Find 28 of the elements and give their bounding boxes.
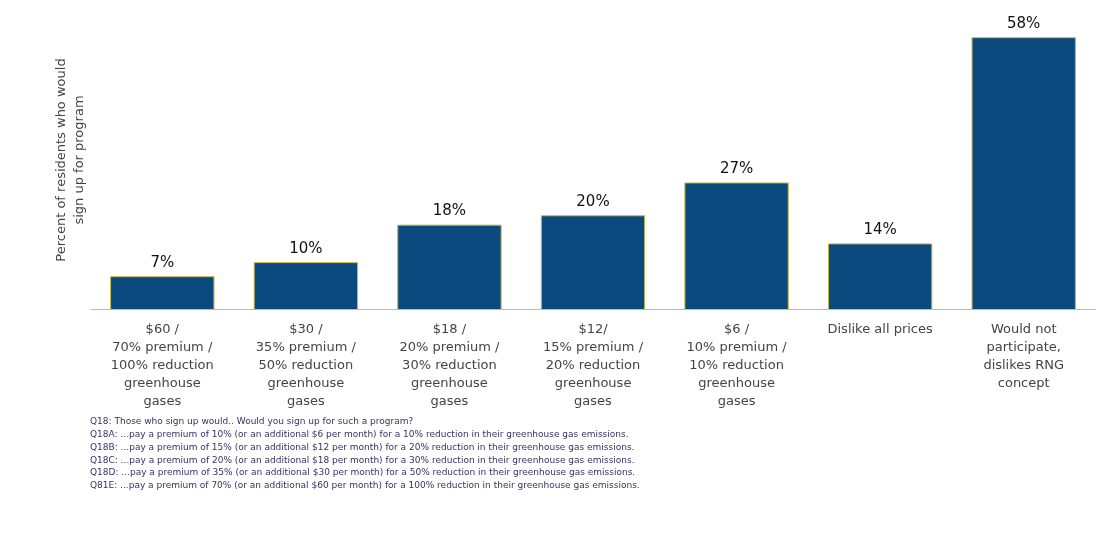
data-label: 7% [150,252,175,271]
data-label: 14% [863,219,897,238]
x-tick-label: Would not participate, dislikes RNG concept [983,320,1065,390]
data-label: 18% [432,201,467,220]
text: Q18: Those who sign up would.. Would you sign up for such a program? [90,416,414,426]
text: Q18D: ...pay a premium of 35% (or an additional $30 per month) for a 50% reduction in their greenhouse gas emissions. [90,467,636,478]
x-tick-label: $6 / 10% premium / 10% reduction greenhouse gases [686,320,788,408]
bar [397,224,502,310]
bar [684,182,789,310]
bar [971,37,1076,310]
y-axis-title: Percent of residents who would sign up for program [52,58,86,262]
bar [110,276,215,310]
text: Q18A: ...pay a premium of 10% (or an additional $6 per month) for a 10% reduction in their greenhouse gas emissions. [90,428,629,439]
x-tick-label: $60 / 70% premium / 100% reduction greenhouse gases [110,320,214,408]
bar [253,262,359,310]
data-label: 27% [719,158,754,177]
data-label: 10% [289,238,323,257]
bar [540,215,646,310]
text: Q18B: ...pay a premium of 15% (or an additional $12 per month) for a 20% reduction in their greenhouse gas emissions. [90,441,635,452]
text: Q18C: ...pay a premium of 20% (or an additional $18 per month) for a 30% reduction in their greenhouse gas emissions. [90,454,635,465]
text: Q81E: ...pay a premium of 70% (or an additional $60 per month) for a 100% reduction in their greenhouse gas emissions. [90,480,640,491]
data-label: 20% [576,191,610,210]
bar [827,243,933,310]
x-tick-label: $12/ 15% premium / 20% reduction greenhouse gases [542,320,644,408]
x-tick-label: Dislike all prices [827,320,933,336]
x-tick-label: $30 / 35% premium / 50% reduction greenhouse gases [255,320,357,408]
x-tick-label: $18 / 20% premium / 30% reduction greenhouse gases [399,320,501,408]
data-label: 58% [1007,13,1041,32]
